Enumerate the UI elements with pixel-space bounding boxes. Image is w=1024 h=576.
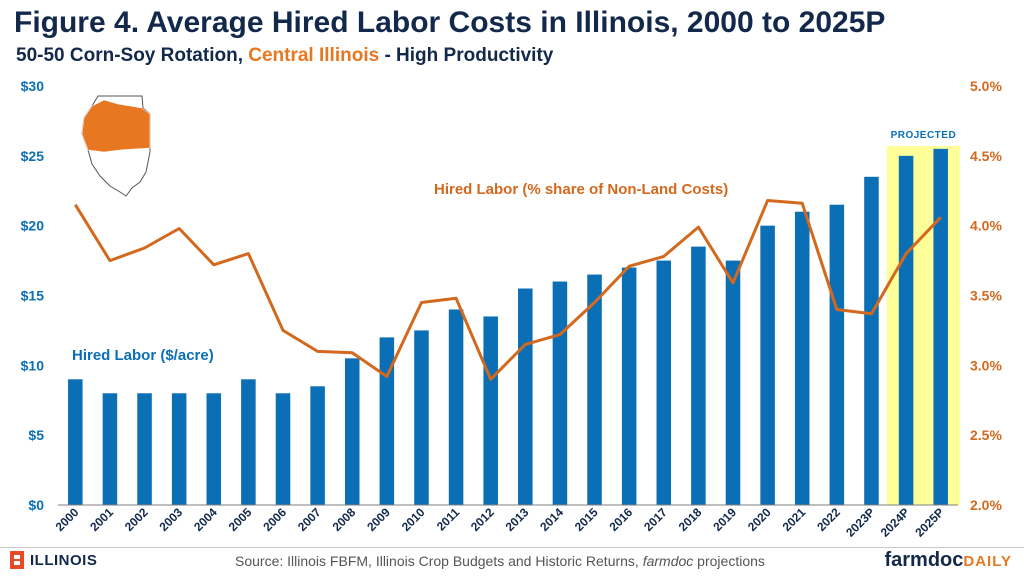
x-tick-label: 2013: [503, 505, 532, 534]
bar: [691, 246, 706, 505]
chart-subtitle: 50-50 Corn-Soy Rotation, Central Illinoi…: [16, 45, 553, 67]
x-tick-label: 2000: [53, 505, 82, 534]
y-right-tick-label: 4.0%: [970, 218, 1002, 234]
bar: [656, 260, 672, 505]
x-tick-label: 2016: [606, 505, 635, 534]
x-tick-label: 2014: [537, 505, 566, 534]
y-left-tick-label: $15: [21, 288, 45, 304]
x-tick-label: 2003: [156, 505, 185, 534]
x-tick-label: 2022: [814, 505, 843, 534]
source-prefix: Source: Illinois FBFM, Illinois Crop Bud…: [235, 553, 643, 569]
x-tick-label: 2019: [710, 505, 739, 534]
y-left-tick-label: $30: [21, 78, 45, 94]
bar: [414, 330, 429, 505]
x-tick-label: 2001: [87, 505, 116, 534]
bar-series-label: Hired Labor ($/acre): [72, 347, 214, 364]
y-left-tick-label: $20: [21, 218, 45, 234]
x-tick-label: 2018: [676, 505, 705, 534]
x-tick-label: 2011: [434, 505, 463, 534]
x-tick-label: 2005: [226, 505, 255, 534]
bar: [448, 309, 464, 505]
chart-title: Figure 4. Average Hired Labor Costs in I…: [14, 6, 886, 39]
line-series-label: Hired Labor (% share of Non-Land Costs): [434, 181, 728, 198]
source-italic: farmdoc: [642, 553, 694, 569]
block-i-icon: [10, 551, 24, 569]
x-tick-label: 2006: [260, 505, 289, 534]
x-tick-label: 2004: [191, 505, 220, 534]
y-right-tick-label: 3.5%: [970, 288, 1002, 304]
y-left-tick-label: $10: [21, 357, 45, 373]
source-suffix: projections: [693, 553, 765, 569]
bar: [829, 204, 845, 505]
x-tick-label: 2012: [468, 505, 497, 534]
subtitle-part3: - High Productivity: [379, 45, 554, 66]
y-right-tick-label: 4.5%: [970, 148, 1002, 164]
y-left-tick-label: $5: [28, 427, 44, 443]
x-tick-label: 2025P: [912, 505, 946, 539]
bar: [344, 358, 360, 505]
y-right-tick-label: 2.0%: [970, 497, 1002, 513]
bar: [933, 148, 948, 505]
illinois-logo: ILLINOIS: [10, 551, 97, 569]
bar: [760, 225, 775, 505]
bar: [898, 155, 914, 506]
bar: [621, 267, 637, 505]
y-right-tick-label: 2.5%: [970, 427, 1002, 443]
footer-divider: [0, 547, 1024, 548]
series-line: [74, 199, 942, 381]
x-tick-label: 2020: [745, 505, 774, 534]
bar: [171, 393, 187, 505]
bar: [518, 288, 533, 505]
x-tick-label: 2017: [641, 505, 670, 534]
farmdoc-logo-main: farmdoc: [884, 549, 964, 571]
x-tick-label: 2008: [330, 505, 359, 534]
bar: [379, 337, 395, 505]
illinois-map-icon: [81, 95, 151, 197]
bar: [241, 379, 256, 505]
projected-band: [886, 146, 960, 505]
bar: [137, 393, 152, 505]
bar: [483, 316, 498, 505]
bar: [275, 393, 291, 505]
y-right-tick-label: 5.0%: [970, 78, 1002, 94]
farmdoc-logo-accent: DAILY: [963, 553, 1012, 570]
subtitle-region: Central Illinois: [248, 45, 380, 66]
x-tick-label: 2010: [399, 505, 428, 534]
bar: [587, 274, 602, 505]
bar: [552, 281, 568, 505]
bar: [206, 393, 222, 505]
chart-area: PROJECTED $0 $5 $10 $15 $20 $25 $30 2.0% 2.5% 3.0%…: [21, 78, 1003, 540]
x-tick-label: 2021: [780, 505, 809, 534]
x-tick-label: 2007: [295, 505, 324, 534]
bar: [794, 211, 810, 505]
projected-label: PROJECTED: [891, 130, 957, 141]
x-tick-label: 2002: [122, 505, 151, 534]
x-tick-label: 2023P: [843, 505, 877, 539]
bar: [864, 176, 879, 506]
illinois-logo-text: ILLINOIS: [30, 551, 98, 569]
source-note: Source: Illinois FBFM, Illinois Crop Bud…: [235, 553, 765, 569]
y-left-tick-label: $0: [28, 497, 44, 513]
farmdoc-daily-logo: farmdocDAILY: [884, 549, 1012, 572]
x-tick-label: 2015: [572, 505, 601, 534]
x-tick-label: 2009: [364, 505, 393, 534]
central-illinois-region: [81, 99, 151, 153]
bar: [310, 386, 325, 505]
bar: [102, 393, 118, 505]
x-tick-label: 2024P: [878, 505, 912, 539]
bar: [68, 379, 83, 505]
subtitle-part1: 50-50 Corn-Soy Rotation,: [16, 45, 249, 66]
y-left-tick-label: $25: [21, 148, 45, 164]
bar: [725, 260, 741, 505]
y-right-tick-label: 3.0%: [970, 357, 1002, 373]
